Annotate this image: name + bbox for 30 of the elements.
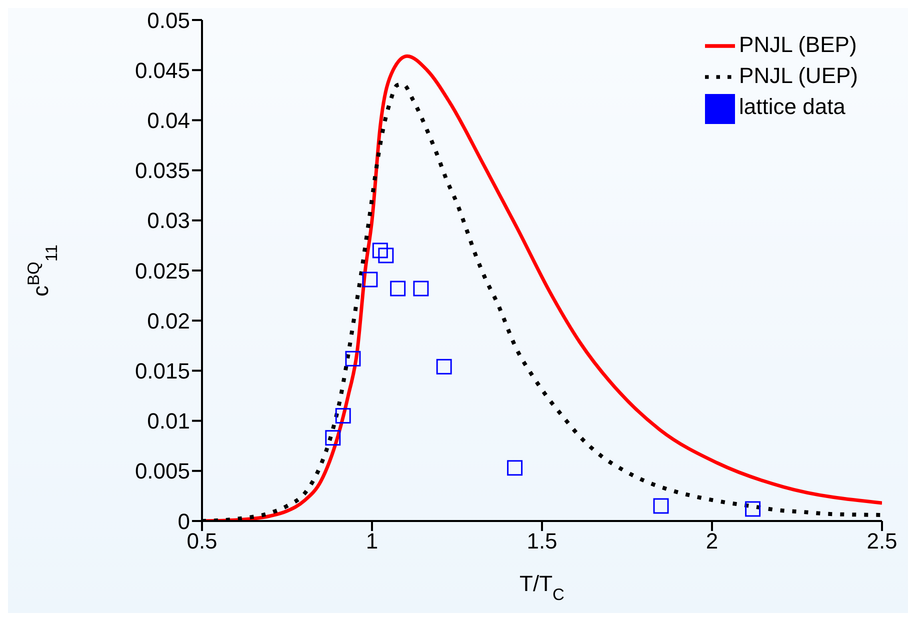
- point: [335, 408, 351, 424]
- x-tick-label: 1: [366, 528, 378, 554]
- y-tick-label: 0.01: [147, 408, 190, 434]
- point: [390, 280, 406, 296]
- point: [378, 248, 394, 264]
- x-tick-label: 1.5: [526, 528, 558, 554]
- y-tick-label: 0.015: [134, 358, 190, 384]
- y-tick-label: 0.04: [147, 108, 190, 134]
- legend-label: PNJL (BEP): [739, 32, 857, 57]
- point: [653, 498, 669, 514]
- point: [436, 358, 452, 374]
- y-tick-label: 0.005: [134, 458, 190, 484]
- x-tick-label: 2.5: [866, 528, 898, 554]
- y-tick-label: 0.045: [134, 58, 190, 83]
- legend-label: PNJL (UEP): [739, 63, 858, 88]
- legend-label: lattice data: [739, 94, 846, 120]
- x-axis-title: T/T$_{C}$: [520, 571, 565, 604]
- y-tick-label: 0.025: [134, 258, 190, 284]
- y-tick-label: 0.05: [147, 8, 190, 33]
- y-tick-label: 0.035: [134, 158, 190, 184]
- point: [325, 430, 341, 446]
- point: [507, 460, 523, 476]
- y-tick-label: 0.02: [147, 308, 190, 334]
- point: [345, 350, 361, 366]
- point: [362, 272, 378, 288]
- point: [745, 501, 761, 517]
- point: [372, 242, 388, 258]
- point: [413, 280, 429, 296]
- x-tick-label: 2: [706, 528, 718, 554]
- y-tick-label: 0.03: [147, 208, 190, 234]
